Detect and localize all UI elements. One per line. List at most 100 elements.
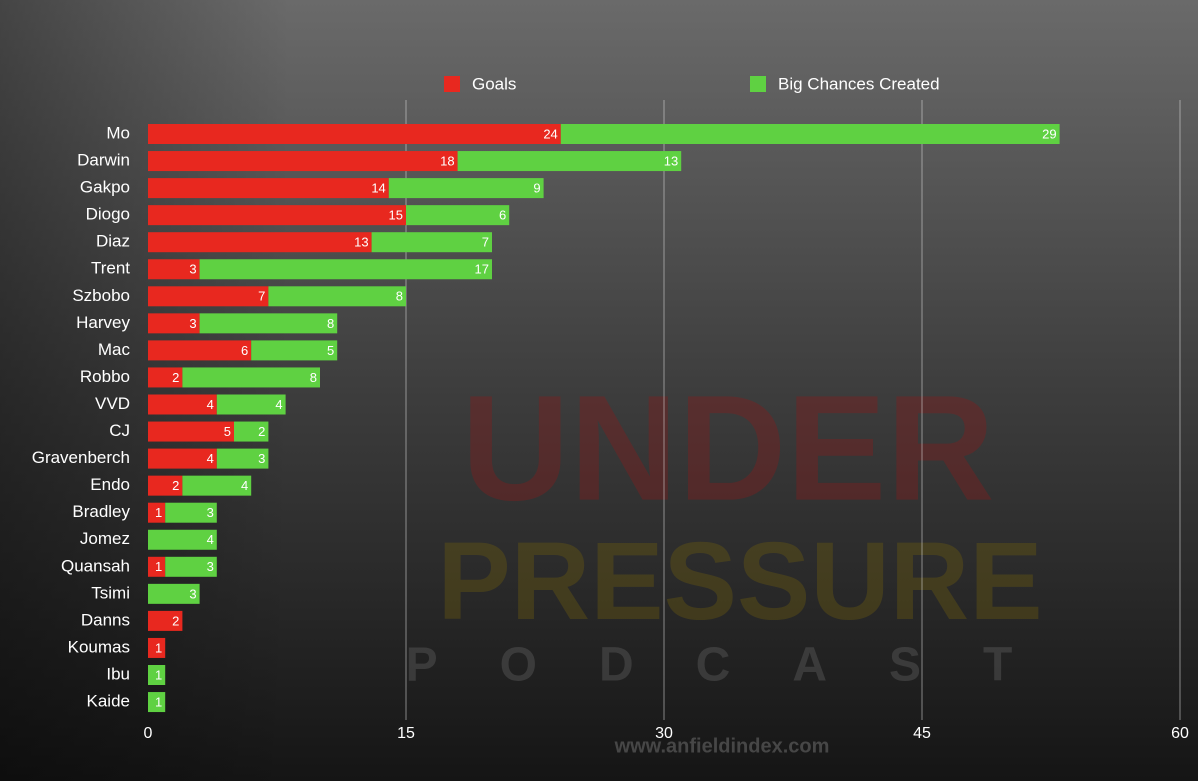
bar-segment — [148, 637, 166, 658]
bar-segment — [388, 178, 544, 199]
bar-segment — [148, 475, 183, 496]
value-label: 3 — [189, 316, 196, 331]
bar-segment — [148, 692, 166, 713]
x-tick-label: 60 — [1171, 725, 1189, 742]
value-label: 6 — [499, 208, 506, 223]
y-tick-label: Gakpo — [80, 178, 130, 197]
y-tick-label: Koumas — [68, 637, 130, 656]
y-tick-label: Tsimi — [91, 583, 130, 602]
value-label: 1 — [155, 505, 162, 520]
bar-segment — [182, 367, 320, 388]
y-tick-label: Danns — [81, 610, 130, 629]
bar-segment — [148, 529, 217, 550]
y-tick-label: CJ — [109, 421, 130, 440]
value-label: 14 — [371, 181, 385, 196]
bar-segment — [148, 286, 269, 307]
value-label: 24 — [543, 126, 557, 141]
bar-segment — [216, 448, 269, 469]
y-tick-label: Szbobo — [72, 286, 130, 305]
bar-segment — [148, 610, 183, 631]
x-tick-label: 15 — [397, 725, 415, 742]
x-tick-label: 0 — [144, 725, 153, 742]
value-label: 7 — [482, 235, 489, 250]
bar-segment — [199, 313, 338, 334]
value-label: 7 — [258, 289, 265, 304]
y-tick-label: Mac — [98, 340, 131, 359]
x-tick-label: 30 — [655, 725, 673, 742]
value-label: 4 — [275, 397, 282, 412]
value-label: 4 — [241, 478, 248, 493]
legend-label: Big Chances Created — [778, 74, 940, 93]
y-tick-label: Kaide — [87, 692, 130, 711]
y-tick-label: Endo — [90, 475, 130, 494]
legend-swatch — [750, 76, 766, 92]
value-label: 8 — [310, 370, 317, 385]
value-label: 2 — [172, 613, 179, 628]
value-label: 29 — [1042, 126, 1056, 141]
value-label: 18 — [440, 153, 454, 168]
value-label: 2 — [172, 478, 179, 493]
y-tick-label: Diogo — [86, 205, 130, 224]
bar-segment — [148, 232, 372, 253]
y-tick-label: Mo — [106, 123, 130, 142]
y-tick-label: Trent — [91, 259, 130, 278]
y-tick-label: Darwin — [77, 151, 130, 170]
y-tick-label: Jomez — [80, 529, 130, 548]
bar-segment — [148, 502, 166, 523]
value-label: 2 — [258, 424, 265, 439]
bar-segment — [268, 286, 406, 307]
bar-segment — [148, 421, 234, 442]
value-label: 2 — [172, 370, 179, 385]
bar-segment — [148, 205, 406, 226]
bar-segment — [148, 124, 561, 144]
bar-segment — [560, 124, 1060, 144]
watermark: www.anfieldindex.com — [614, 735, 830, 757]
bar-segment — [199, 259, 492, 280]
bar-segment — [234, 421, 269, 442]
value-label: 4 — [207, 397, 214, 412]
y-tick-label: Gravenberch — [32, 448, 130, 467]
value-label: 6 — [241, 343, 248, 358]
background-shade — [0, 0, 290, 781]
value-label: 4 — [207, 451, 214, 466]
value-label: 5 — [327, 343, 334, 358]
value-label: 3 — [258, 451, 265, 466]
bar-segment — [148, 259, 200, 280]
value-label: 4 — [207, 532, 214, 547]
x-tick-label: 45 — [913, 725, 931, 742]
bar-segment — [148, 367, 183, 388]
bar-segment — [165, 502, 217, 523]
value-label: 3 — [189, 262, 196, 277]
value-label: 9 — [533, 181, 540, 196]
value-label: 8 — [396, 289, 403, 304]
y-tick-label: Harvey — [76, 313, 130, 332]
value-label: 3 — [189, 586, 196, 601]
value-label: 17 — [475, 262, 489, 277]
bar-segment — [216, 394, 286, 415]
legend-swatch — [444, 76, 460, 92]
bar-segment — [251, 340, 338, 361]
value-label: 8 — [327, 316, 334, 331]
value-label: 1 — [155, 559, 162, 574]
value-label: 3 — [207, 559, 214, 574]
bar-segment — [148, 583, 200, 604]
value-label: 1 — [155, 667, 162, 682]
value-label: 1 — [155, 640, 162, 655]
y-tick-label: Bradley — [72, 502, 130, 521]
y-tick-label: VVD — [95, 394, 130, 413]
y-tick-label: Ibu — [106, 664, 130, 683]
value-label: 5 — [224, 424, 231, 439]
watermark: PODCAST — [406, 639, 1075, 692]
bar-segment — [148, 556, 166, 577]
y-tick-label: Quansah — [61, 556, 130, 575]
bar-segment — [406, 205, 510, 226]
value-label: 3 — [207, 505, 214, 520]
legend-label: Goals — [472, 74, 516, 93]
bar-segment — [182, 475, 252, 496]
y-tick-label: Diaz — [96, 232, 130, 251]
bar-segment — [148, 178, 389, 199]
bar-segment — [148, 448, 217, 469]
watermark: PRESSURE — [437, 520, 1042, 643]
